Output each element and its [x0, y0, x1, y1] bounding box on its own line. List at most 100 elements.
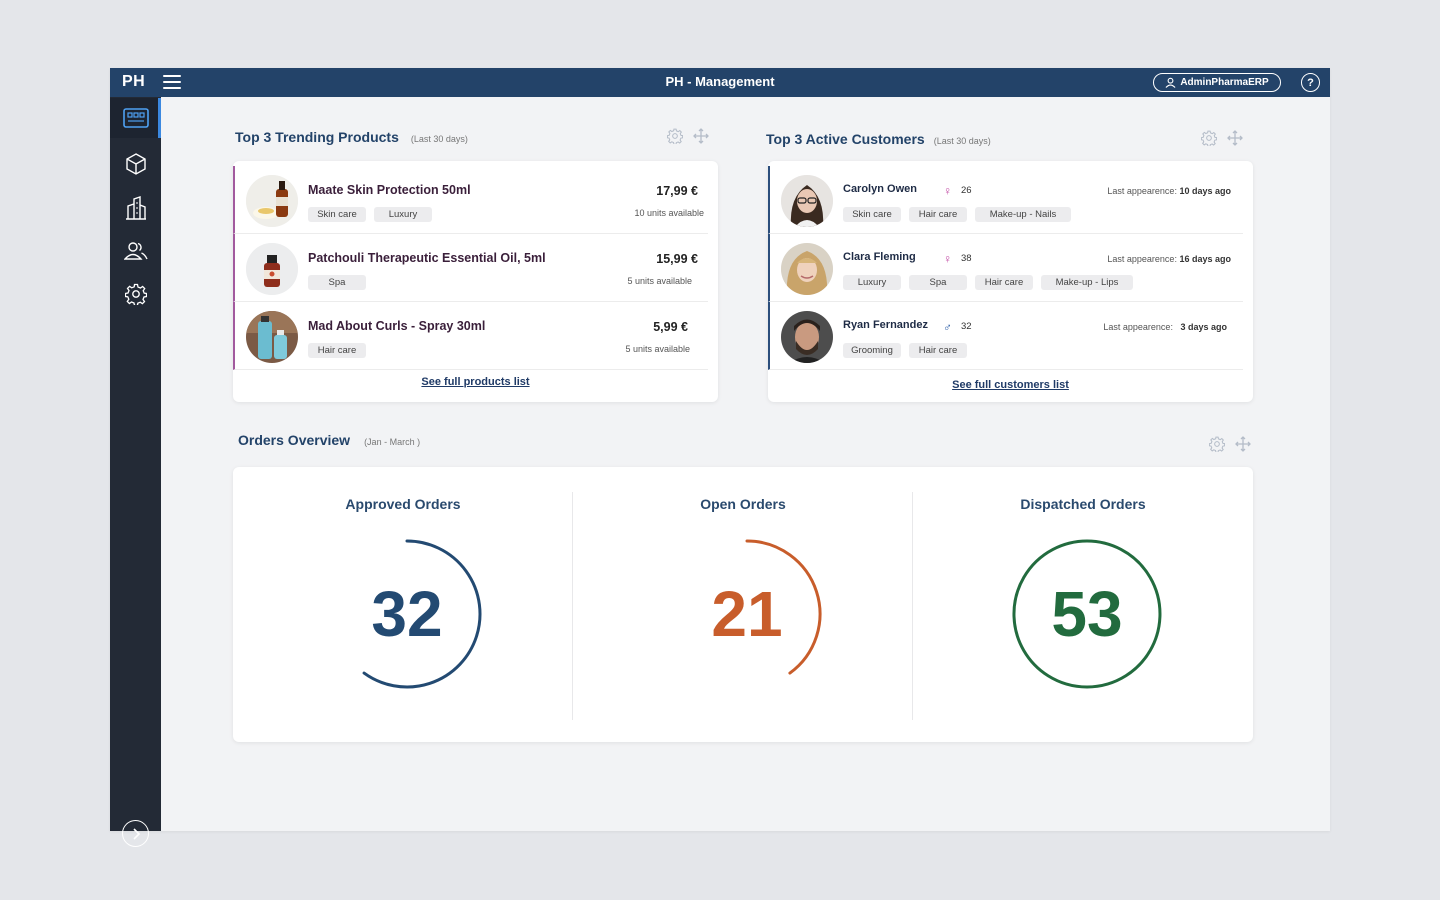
products-title: Top 3 Trending Products: [235, 129, 399, 145]
last-appearance: Last appearence: 16 days ago: [1107, 254, 1231, 264]
sidebar: [110, 97, 161, 847]
customers-subtitle: (Last 30 days): [933, 136, 991, 146]
products-move-icon[interactable]: [692, 127, 710, 145]
tag[interactable]: Hair care: [308, 343, 366, 358]
product-image: [246, 243, 298, 295]
products-section-title: Top 3 Trending Products (Last 30 days): [235, 129, 468, 145]
tag[interactable]: Luxury: [843, 275, 901, 290]
customer-avatar: [781, 175, 833, 227]
product-price: 15,99 €: [656, 252, 698, 266]
top-bar: PH PH - Management AdminPharmaERP ?: [110, 68, 1330, 97]
product-row-1[interactable]: Maate Skin Protection 50ml Skin care Lux…: [233, 166, 708, 234]
last-appearance: Last appearence: 3 days ago: [1103, 322, 1227, 332]
users-icon: [123, 242, 148, 260]
customer-tags: Skin care Hair care Make-up - Nails: [843, 207, 1071, 222]
product-stock: 10 units available: [634, 208, 704, 218]
last-appearance-label: Last appearence:: [1107, 254, 1177, 264]
customer-row-1[interactable]: Carolyn Owen ♀ 26 Last appearence: 10 da…: [768, 166, 1243, 234]
product-row-3[interactable]: Mad About Curls - Spray 30ml Hair care 5…: [233, 302, 708, 370]
products-subtitle: (Last 30 days): [410, 134, 468, 144]
customer-row-3[interactable]: Ryan Fernandez ♂ 32 Last appearence: 3 d…: [768, 302, 1243, 370]
approved-orders-widget[interactable]: Approved Orders 32: [233, 467, 573, 742]
orders-card: Approved Orders 32 Open Orders 21 Dispat…: [233, 467, 1253, 742]
products-tools: [666, 127, 710, 145]
customer-name: Clara Fleming: [843, 251, 916, 263]
last-appearance-value: 16 days ago: [1179, 254, 1231, 264]
tag[interactable]: Make-up - Lips: [1041, 275, 1133, 290]
tag[interactable]: Spa: [909, 275, 967, 290]
male-icon: ♂: [943, 320, 952, 334]
product-price: 17,99 €: [656, 184, 698, 198]
dashboard-icon: [122, 108, 149, 128]
divider: [912, 492, 913, 720]
tag[interactable]: Grooming: [843, 343, 901, 358]
tag[interactable]: Hair care: [975, 275, 1033, 290]
sidebar-item-dashboard[interactable]: [110, 98, 161, 138]
see-full-customers-link[interactable]: See full customers list: [952, 379, 1069, 391]
orders-move-icon[interactable]: [1234, 435, 1252, 453]
customer-row-2[interactable]: Clara Fleming ♀ 38 Last appearence: 16 d…: [768, 234, 1243, 302]
sidebar-item-pharmacy[interactable]: [110, 188, 161, 228]
divider: [572, 492, 573, 720]
sidebar-item-customers[interactable]: [110, 231, 161, 271]
order-ring-arc: [1012, 539, 1162, 689]
app-title: PH - Management: [665, 74, 775, 89]
user-name: AdminPharmaERP: [1180, 77, 1269, 88]
dispatched-orders-value: 53: [1051, 578, 1123, 650]
user-icon: [1165, 77, 1176, 88]
tag[interactable]: Skin care: [308, 207, 366, 222]
expand-sidebar-button[interactable]: [122, 820, 149, 847]
customer-age: 26: [961, 185, 972, 196]
last-appearance: Last appearence: 10 days ago: [1107, 186, 1231, 196]
product-name: Maate Skin Protection 50ml: [308, 183, 471, 197]
product-stock: 5 units available: [625, 344, 690, 354]
help-button[interactable]: ?: [1301, 73, 1320, 92]
orders-subtitle: (Jan - March ): [364, 437, 421, 447]
product-tags: Spa: [308, 275, 366, 290]
orders-tools: [1208, 435, 1252, 453]
sidebar-item-products[interactable]: [110, 144, 161, 184]
customers-section-title: Top 3 Active Customers (Last 30 days): [766, 131, 991, 147]
product-name: Patchouli Therapeutic Essential Oil, 5ml: [308, 251, 546, 265]
approved-orders-label: Approved Orders: [345, 496, 461, 512]
customer-avatar: [781, 311, 833, 363]
tag[interactable]: Hair care: [909, 207, 967, 222]
dispatched-orders-ring: [1012, 539, 1162, 689]
customers-settings-icon[interactable]: [1200, 129, 1218, 147]
customer-name: Ryan Fernandez: [843, 319, 928, 331]
product-row-2[interactable]: Patchouli Therapeutic Essential Oil, 5ml…: [233, 234, 708, 302]
dispatched-orders-label: Dispatched Orders: [1020, 496, 1146, 512]
product-tags: Skin care Luxury: [308, 207, 432, 222]
orders-settings-icon[interactable]: [1208, 435, 1226, 453]
last-appearance-label: Last appearence:: [1103, 322, 1173, 332]
box-icon: [125, 153, 146, 175]
products-settings-icon[interactable]: [666, 127, 684, 145]
customers-move-icon[interactable]: [1226, 129, 1244, 147]
approved-orders-ring: [362, 539, 482, 689]
user-account-button[interactable]: AdminPharmaERP: [1153, 73, 1281, 92]
product-stock: 5 units available: [627, 276, 692, 286]
orders-title: Orders Overview: [238, 432, 351, 448]
tag[interactable]: Luxury: [374, 207, 432, 222]
sidebar-item-settings[interactable]: [110, 274, 161, 314]
see-full-products-link[interactable]: See full products list: [421, 376, 530, 388]
brand-logo[interactable]: PH: [122, 73, 146, 90]
gear-icon: [124, 283, 147, 305]
female-icon: ♀: [943, 184, 952, 198]
customers-card: Carolyn Owen ♀ 26 Last appearence: 10 da…: [768, 161, 1253, 402]
open-orders-label: Open Orders: [700, 496, 786, 512]
tag[interactable]: Spa: [308, 275, 366, 290]
app-window: PH PH - Management AdminPharmaERP ? To: [110, 68, 1330, 847]
tag[interactable]: Skin care: [843, 207, 901, 222]
products-card: Maate Skin Protection 50ml Skin care Lux…: [233, 161, 718, 402]
product-image: [246, 175, 298, 227]
dispatched-orders-widget[interactable]: Dispatched Orders 53: [913, 467, 1253, 742]
product-price: 5,99 €: [653, 320, 688, 334]
female-icon: ♀: [943, 252, 952, 266]
product-name: Mad About Curls - Spray 30ml: [308, 319, 486, 333]
tag[interactable]: Hair care: [909, 343, 967, 358]
tag[interactable]: Make-up - Nails: [975, 207, 1071, 222]
hamburger-menu-icon[interactable]: [163, 75, 181, 90]
open-orders-widget[interactable]: Open Orders 21: [573, 467, 913, 742]
customer-tags: Luxury Spa Hair care Make-up - Lips: [843, 275, 1133, 290]
